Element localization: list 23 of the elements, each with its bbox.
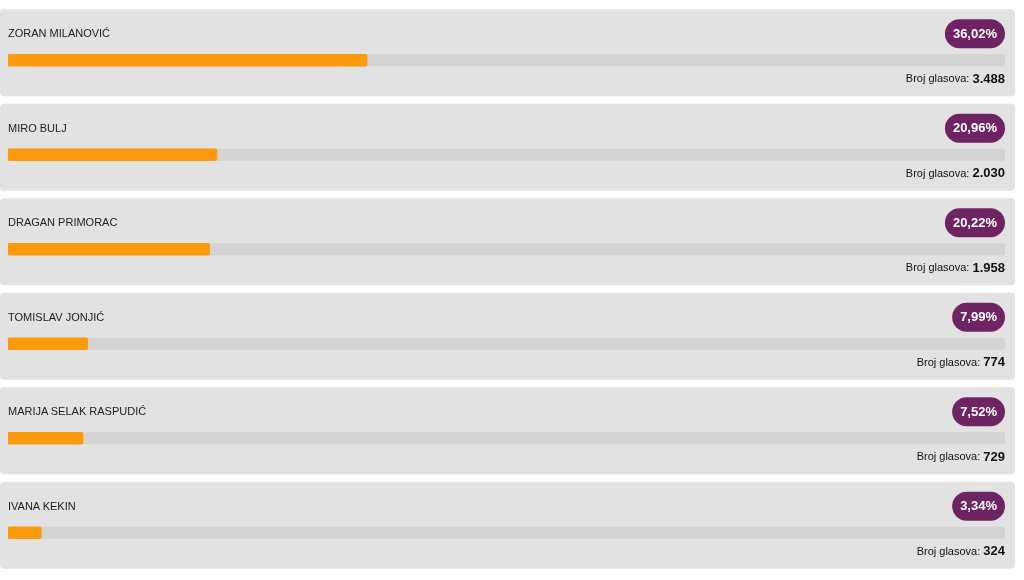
data-label: 20,96% (952, 120, 998, 136)
y-tick-label: TOMISLAV JONJIĆ (8, 310, 105, 323)
bar (8, 148, 218, 162)
annotation: Broj glasova: 729 (916, 448, 1006, 464)
bar (8, 526, 42, 540)
annotation: Broj glasova: 2.030 (905, 165, 1006, 181)
annotation: Broj glasova: 324 (916, 543, 1006, 559)
data-label: 20,22% (952, 214, 998, 230)
annotation: Broj glasova: 1.958 (905, 259, 1006, 275)
data-label: 3,34% (960, 498, 998, 514)
y-tick-label: MIRO BULJ (8, 121, 67, 134)
y-tick-label: ZORAN MILANOVIĆ (8, 27, 111, 40)
annotation: Broj glasova: 774 (916, 354, 1006, 370)
data-label: 7,52% (960, 403, 998, 419)
bar (8, 431, 84, 445)
data-label: 36,02% (952, 25, 998, 41)
y-tick-label: IVANA KEKIN (8, 499, 76, 512)
y-tick-label: DRAGAN PRIMORAC (8, 216, 118, 229)
bar (8, 337, 88, 351)
annotation: Broj glasova: 3.488 (905, 70, 1006, 86)
data-label: 7,99% (960, 309, 998, 325)
bar (8, 242, 210, 256)
y-tick-label: MARIJA SELAK RASPUDIĆ (8, 405, 147, 418)
